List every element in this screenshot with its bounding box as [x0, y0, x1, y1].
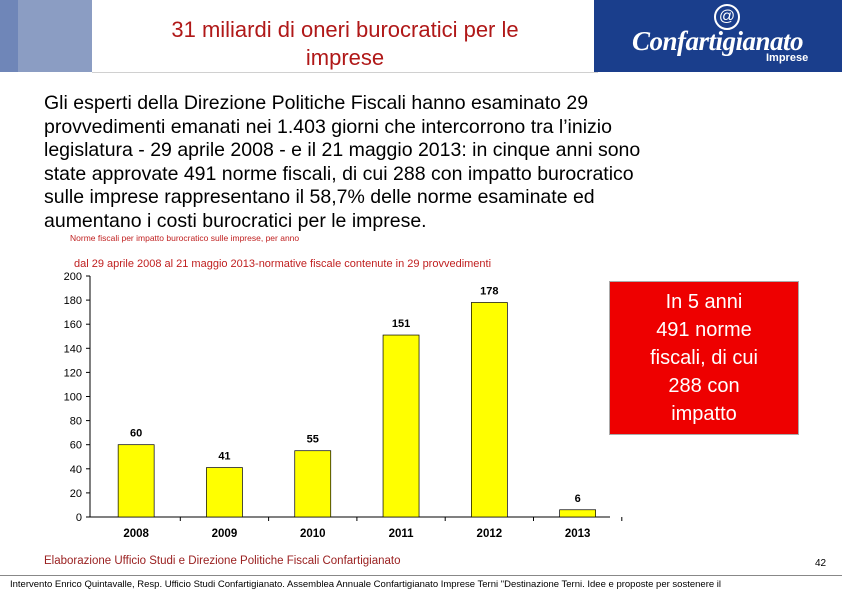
x-tick-label: 2011 — [389, 528, 415, 540]
logo-wordmark: Confartigianato — [632, 26, 804, 56]
at-symbol-icon: @ — [714, 4, 740, 30]
data-label: 55 — [307, 434, 319, 446]
callout-line: impatto — [671, 403, 737, 425]
data-label: 178 — [480, 286, 498, 298]
y-tick-label: 160 — [64, 319, 82, 331]
x-tick-label: 2008 — [123, 528, 149, 540]
data-label: 6 — [575, 493, 581, 505]
title-box: 31 miliardi di oneri burocratici per le … — [92, 0, 598, 73]
y-tick-label: 60 — [70, 440, 82, 452]
header-left-band-accent — [0, 0, 18, 72]
body-line: legislatura - 29 aprile 2008 - e il 21 m… — [44, 139, 641, 161]
body-line: provvedimenti emanati nei 1.403 giorni c… — [44, 115, 612, 138]
x-tick-label: 2010 — [300, 528, 326, 540]
body-line: state approvate 491 norme fiscali, di cu… — [44, 162, 634, 185]
slide-title: 31 miliardi di oneri burocratici per le … — [92, 16, 598, 72]
y-tick-label: 80 — [70, 416, 82, 428]
data-label: 60 — [130, 428, 142, 440]
x-tick-label: 2013 — [565, 528, 591, 540]
body-line: sulle imprese rappresentano il 58,7% del… — [44, 186, 595, 208]
logo: @ Confartigianato Imprese — [594, 0, 842, 72]
body-line: aumentano i costi burocratici per le imp… — [44, 209, 427, 232]
x-tick-label: 2009 — [212, 528, 238, 540]
chart-subtitle: dal 29 aprile 2008 al 21 maggio 2013-nor… — [74, 258, 492, 270]
logo-subtitle: Imprese — [766, 52, 809, 64]
bar-2011 — [382, 334, 420, 518]
y-tick-label: 20 — [70, 488, 82, 500]
y-tick-label: 0 — [76, 512, 82, 524]
data-label: 151 — [392, 318, 410, 330]
y-tick-label: 200 — [64, 271, 82, 283]
bar-2009 — [206, 467, 243, 518]
slide-title-line-2: imprese — [305, 45, 385, 70]
callout-line: 491 norme — [656, 319, 752, 341]
source-note: Elaborazione Ufficio Studi e Direzione P… — [44, 555, 401, 567]
footer-text: Intervento Enrico Quintavalle, Resp. Uff… — [10, 579, 722, 590]
y-tick-label: 40 — [70, 464, 82, 476]
bar-2012 — [471, 302, 508, 518]
footer-divider — [0, 575, 842, 576]
callout-line: 288 con — [668, 375, 740, 397]
header-left-band — [0, 0, 92, 72]
callout-box: In 5 anni 491 norme fiscali, di cui 288 … — [609, 281, 799, 435]
data-label: 41 — [218, 451, 230, 463]
y-tick-label: 180 — [64, 295, 82, 307]
y-tick-label: 100 — [64, 392, 82, 404]
bar-2013 — [559, 509, 597, 518]
callout-line: In 5 anni — [665, 291, 743, 313]
body-line: Gli esperti della Direzione Politiche Fi… — [44, 92, 589, 114]
bar-2008 — [117, 444, 155, 518]
page-number: 42 — [815, 558, 827, 569]
y-tick-label: 120 — [64, 367, 82, 379]
body-paragraph: Gli esperti della Direzione Politiche Fi… — [44, 92, 784, 233]
slide-title-line-1: 31 miliardi di oneri burocratici per le — [171, 17, 519, 42]
callout-line: fiscali, di cui — [650, 347, 758, 369]
bar-2010 — [294, 450, 332, 518]
chart-overlay-label: Norme fiscali per impatto burocratico su… — [70, 233, 300, 243]
y-tick-label: 140 — [64, 343, 82, 355]
x-tick-label: 2012 — [477, 528, 503, 540]
